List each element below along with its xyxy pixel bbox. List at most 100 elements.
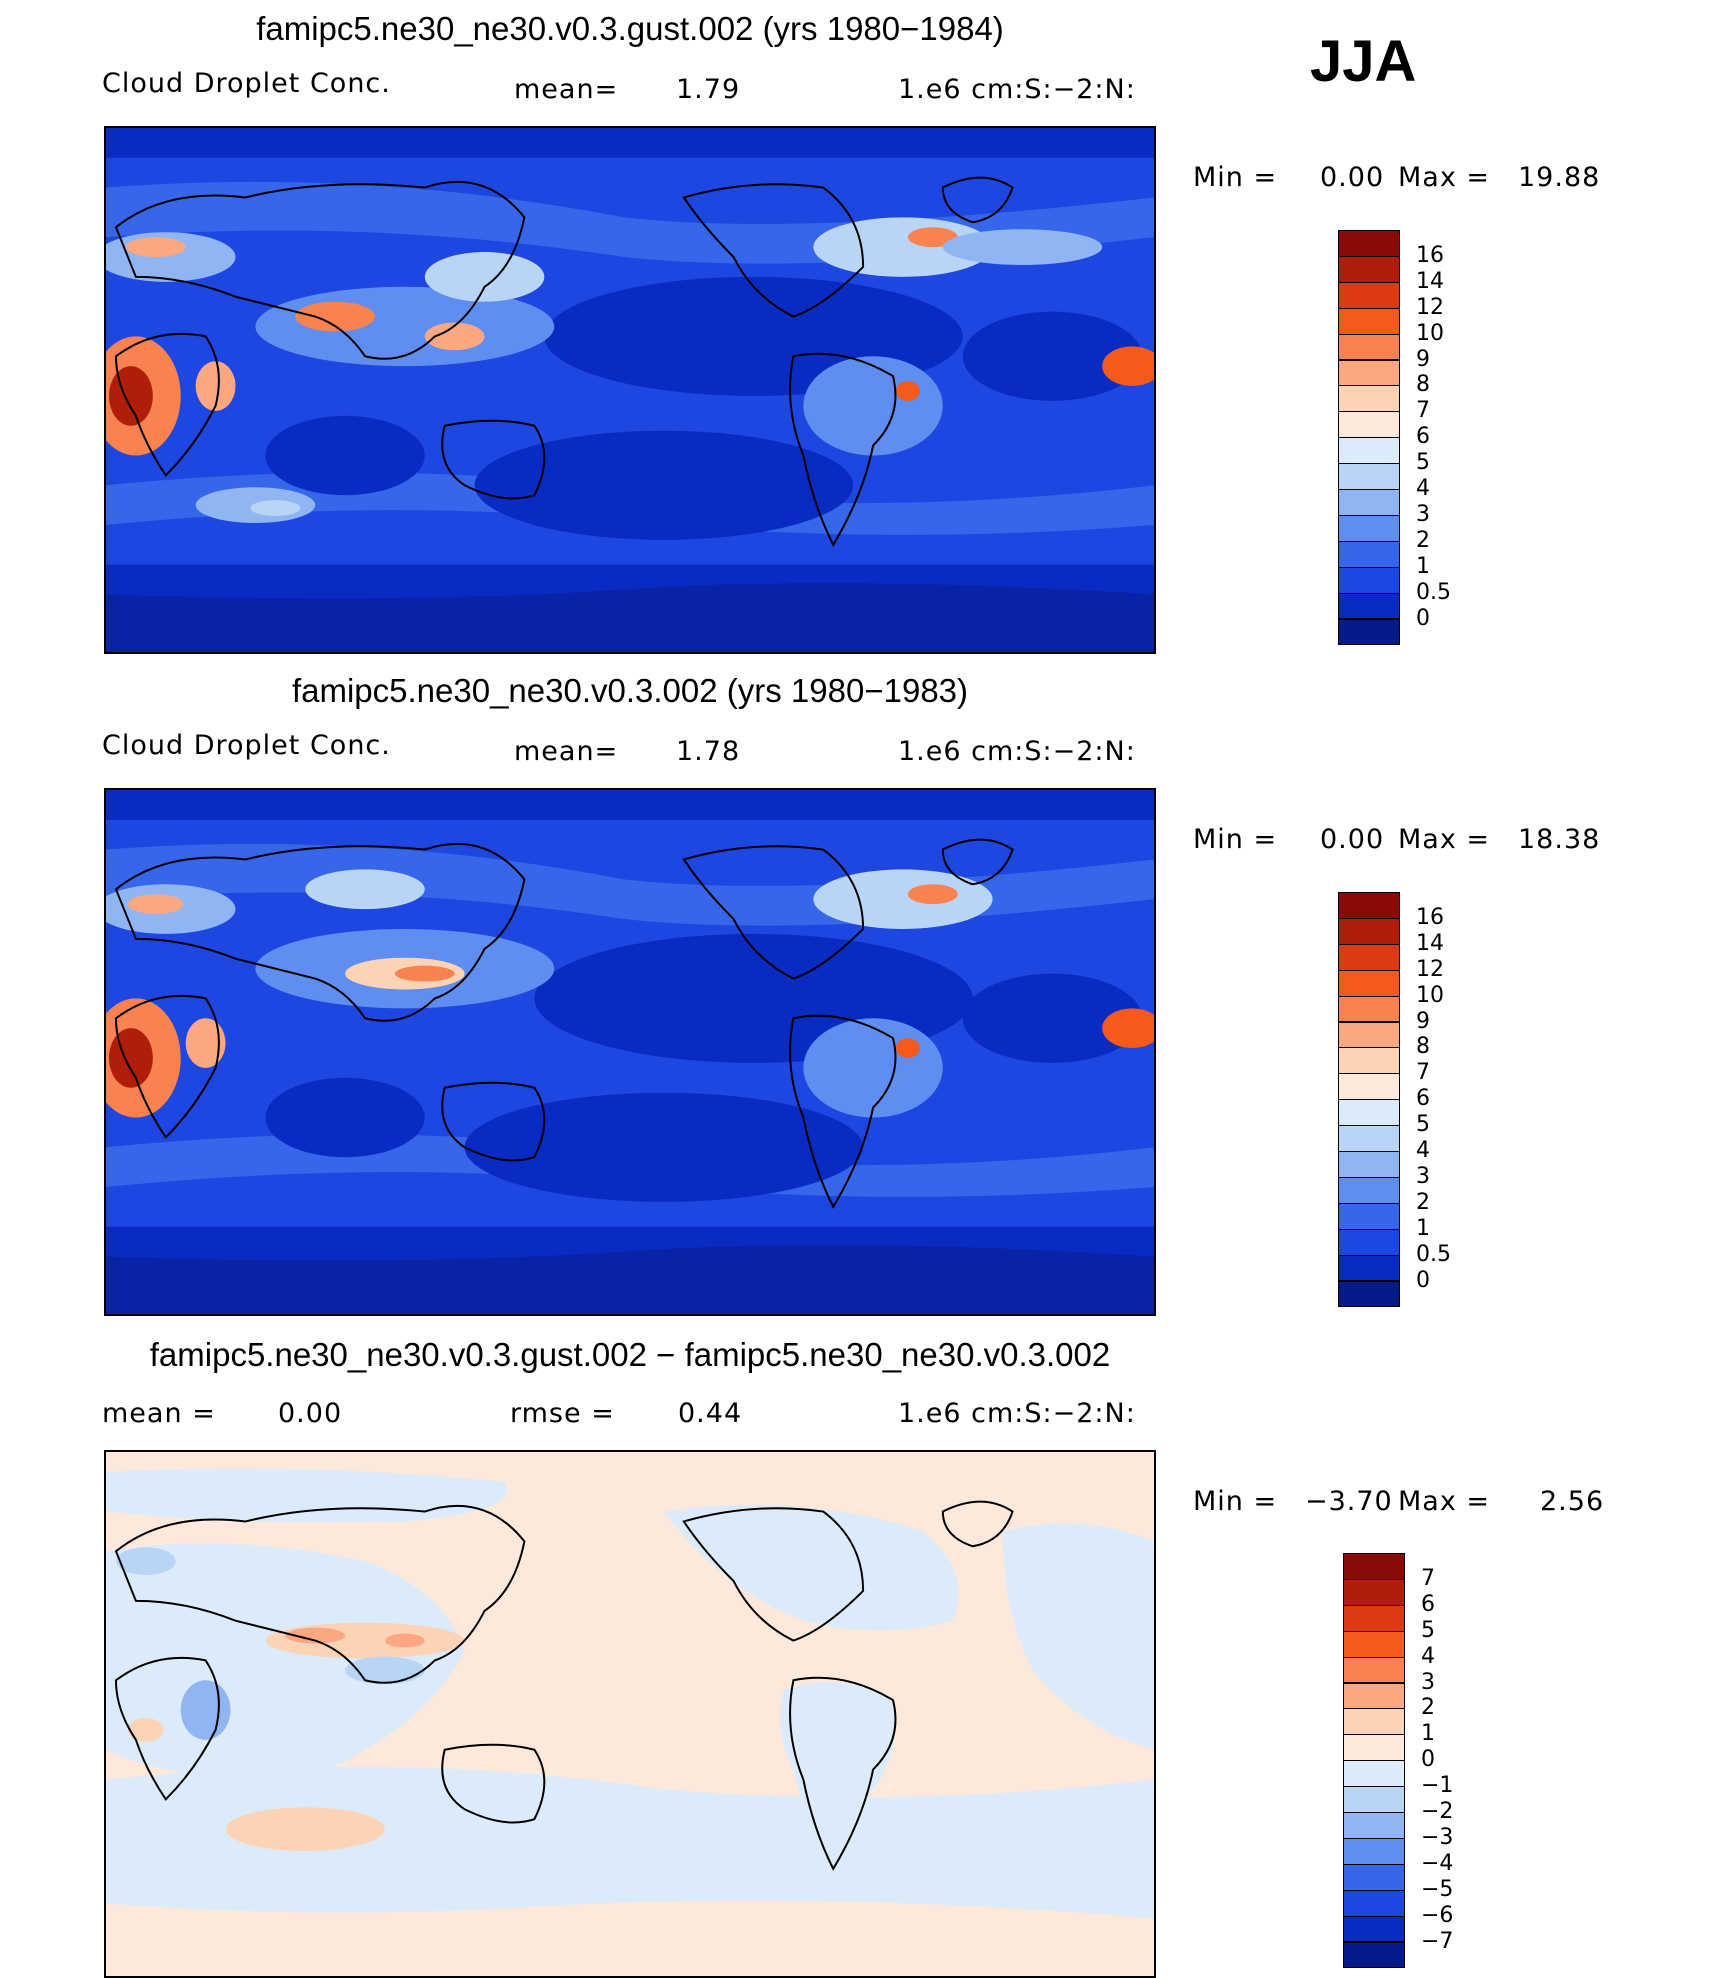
colorbar-swatch	[1338, 592, 1400, 620]
panel-1-max-label: Max =	[1398, 162, 1491, 193]
colorbar-tick-label: −1	[1421, 1773, 1454, 1799]
colorbar-tick-label: 2	[1421, 1695, 1435, 1721]
colorbar-tick-label: 4	[1416, 476, 1430, 501]
colorbar-tick-label: 1	[1421, 1721, 1435, 1747]
colorbar-swatch	[1343, 1941, 1405, 1969]
panel-3-max-value: 2.56	[1540, 1486, 1605, 1517]
colorbar-tick-label: 0	[1416, 1267, 1430, 1293]
colorbar-swatch	[1338, 463, 1400, 490]
colorbar-tick-label: 10	[1416, 982, 1444, 1008]
colorbar-swatch	[1338, 281, 1400, 309]
panel-1-mean-value: 1.79	[676, 74, 741, 105]
colorbar-tick-label: 12	[1416, 956, 1444, 982]
colorbar-tick-label: 6	[1416, 1086, 1430, 1112]
colorbar-swatch	[1343, 1889, 1405, 1917]
colorbar-swatch	[1338, 1202, 1400, 1230]
panel-1-max-value: 19.88	[1518, 162, 1601, 193]
panel-2-mean-label: mean=	[514, 736, 619, 767]
colorbar-tick-label: 5	[1416, 1112, 1430, 1138]
colorbar-tick-label: 16	[1416, 242, 1444, 268]
panel-2-max-label: Max =	[1398, 824, 1491, 855]
colorbar-tick-label: 9	[1416, 1008, 1430, 1034]
colorbar-swatch	[1338, 618, 1400, 646]
colorbar-tick-label: 14	[1416, 268, 1444, 294]
panel-3-min-value: −3.70	[1305, 1486, 1393, 1517]
colorbar-swatch	[1343, 1708, 1405, 1736]
colorbar-tick-label: 7	[1416, 398, 1430, 424]
colorbar-tick-label: 2	[1416, 1189, 1430, 1215]
colorbar-tick-label: 0	[1421, 1747, 1435, 1773]
colorbar-swatch	[1343, 1604, 1405, 1632]
colorbar-tick-label: 0.5	[1416, 1241, 1451, 1267]
colorbar-swatch	[1343, 1578, 1405, 1606]
panel-2-map-graphic	[106, 790, 1154, 1314]
panel-3-rmse-value: 0.44	[678, 1398, 743, 1429]
colorbar-swatch	[1338, 333, 1400, 361]
panel-2-units: 1.e6 cm:S:−2:N:	[898, 736, 1136, 767]
colorbar-tick-label: 8	[1416, 1034, 1430, 1060]
panel-2-mean-value: 1.78	[676, 736, 741, 767]
colorbar-tick-label: 10	[1416, 320, 1444, 346]
colorbar-tick-label: 2	[1416, 527, 1430, 553]
panel-1-min-label: Min =	[1193, 162, 1278, 193]
colorbar-tick-label: 16	[1416, 904, 1444, 930]
colorbar-tick-label: 3	[1421, 1669, 1435, 1695]
colorbar-tick-label: 7	[1421, 1565, 1435, 1591]
colorbar-swatch	[1343, 1812, 1405, 1839]
colorbar-tick-label: 6	[1416, 424, 1430, 450]
panel-3-units: 1.e6 cm:S:−2:N:	[898, 1398, 1136, 1429]
colorbar-swatch	[1338, 943, 1400, 971]
colorbar-swatch	[1343, 1786, 1405, 1813]
panel-1-title: famipc5.ne30_ne30.v0.3.gust.002 (yrs 198…	[256, 10, 1004, 47]
panel-1-mean-label: mean=	[514, 74, 619, 105]
colorbar-swatch	[1343, 1630, 1405, 1658]
colorbar-swatch	[1338, 230, 1400, 257]
colorbar-swatch	[1338, 1125, 1400, 1152]
panel-3-rmse-label: rmse =	[510, 1398, 615, 1429]
colorbar-tick-label: −4	[1421, 1850, 1454, 1876]
colorbar-tick-label: 5	[1416, 450, 1430, 476]
colorbar-tick-label: 1	[1416, 1215, 1430, 1241]
colorbar-swatch	[1338, 892, 1400, 919]
colorbar-tick-label: 8	[1416, 372, 1430, 398]
panel-2-title: famipc5.ne30_ne30.v0.3.002 (yrs 1980−198…	[291, 672, 969, 709]
panel-2-max-value: 18.38	[1518, 824, 1601, 855]
colorbar-swatch	[1338, 1228, 1400, 1256]
panel-3-min-label: Min =	[1193, 1486, 1278, 1517]
colorbar-swatch	[1338, 437, 1400, 465]
colorbar-tick-label: −7	[1421, 1928, 1454, 1954]
colorbar-swatch	[1338, 540, 1400, 568]
panel-3-mean-label: mean =	[102, 1398, 216, 1429]
colorbar-tick-label: 0	[1416, 605, 1430, 631]
colorbar-tick-label: −3	[1421, 1824, 1454, 1850]
colorbar-tick-label: −6	[1421, 1902, 1454, 1928]
colorbar-swatch	[1338, 1280, 1400, 1308]
colorbar-tick-label: 3	[1416, 501, 1430, 527]
panel-2-min-label: Min =	[1193, 824, 1278, 855]
colorbar-swatch	[1343, 1915, 1405, 1943]
colorbar-swatch	[1338, 1021, 1400, 1049]
panel-3-map	[104, 1450, 1156, 1978]
colorbar-swatch	[1343, 1656, 1405, 1684]
panel-2-map	[104, 788, 1156, 1316]
colorbar-swatch	[1338, 1176, 1400, 1204]
colorbar-tick-label: −2	[1421, 1799, 1454, 1824]
colorbar-tick-label: 9	[1416, 346, 1430, 372]
colorbar-swatch	[1338, 969, 1400, 997]
colorbar-swatch	[1338, 385, 1400, 413]
colorbar-swatch	[1343, 1553, 1405, 1580]
colorbar-tick-label: 3	[1416, 1163, 1430, 1189]
panel-3-title: famipc5.ne30_ne30.v0.3.gust.002 − famipc…	[149, 1336, 1111, 1373]
colorbar-tick-label: 0.5	[1416, 579, 1451, 605]
colorbar-swatch	[1338, 359, 1400, 387]
panel-3-map-graphic	[106, 1452, 1154, 1976]
colorbar-tick-label: 14	[1416, 930, 1444, 956]
colorbar-swatch	[1343, 1760, 1405, 1788]
colorbar-swatch	[1338, 411, 1400, 439]
colorbar-swatch	[1338, 255, 1400, 283]
colorbar-tick-label: 4	[1421, 1643, 1435, 1669]
colorbar-swatch	[1338, 307, 1400, 335]
colorbar-tick-label: −5	[1421, 1876, 1454, 1902]
panel-1-map-graphic	[106, 128, 1154, 652]
panel-1-units: 1.e6 cm:S:−2:N:	[898, 74, 1136, 105]
